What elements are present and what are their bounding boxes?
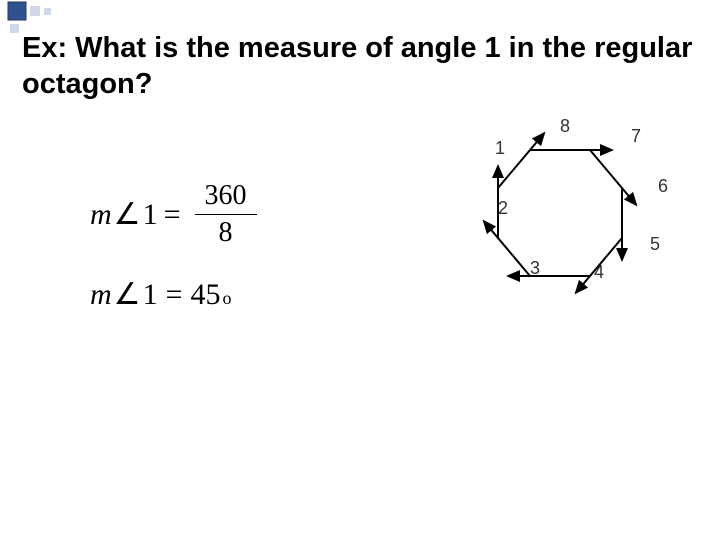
octagon-diagram: 1 2 3 4 5 6 7 8 [450, 118, 680, 298]
var-m-2: m [90, 278, 112, 312]
formula-block: m ∠ 1 = 360 8 m ∠ 1 = 45 o [90, 180, 257, 312]
fraction-numerator: 360 [195, 180, 257, 215]
formula-line-2: m ∠ 1 = 45 o [90, 277, 257, 312]
equals-2: = [166, 278, 183, 312]
result-value: 45 [191, 278, 221, 312]
angle-symbol: ∠ [114, 197, 141, 232]
vertex-label: 3 [530, 258, 540, 278]
fraction-denominator: 8 [219, 215, 233, 249]
octagon-side [590, 150, 636, 205]
slide-title: Ex: What is the measure of angle 1 in th… [22, 30, 698, 103]
formula-line-1: m ∠ 1 = 360 8 [90, 180, 257, 249]
equals-1: = [164, 198, 181, 232]
angle-symbol-2: ∠ [114, 277, 141, 312]
vertex-label: 4 [594, 262, 604, 282]
angle-index-2: 1 [143, 278, 158, 312]
vertex-label: 7 [631, 126, 641, 146]
degree-symbol: o [223, 288, 232, 309]
var-m: m [90, 198, 112, 232]
vertex-label: 2 [498, 198, 508, 218]
vertex-label: 1 [495, 138, 505, 158]
fraction: 360 8 [195, 180, 257, 249]
angle-index: 1 [143, 198, 158, 232]
octagon-side [484, 221, 530, 276]
vertex-label: 8 [560, 118, 570, 136]
vertex-label: 5 [650, 234, 660, 254]
vertex-label: 6 [658, 176, 668, 196]
